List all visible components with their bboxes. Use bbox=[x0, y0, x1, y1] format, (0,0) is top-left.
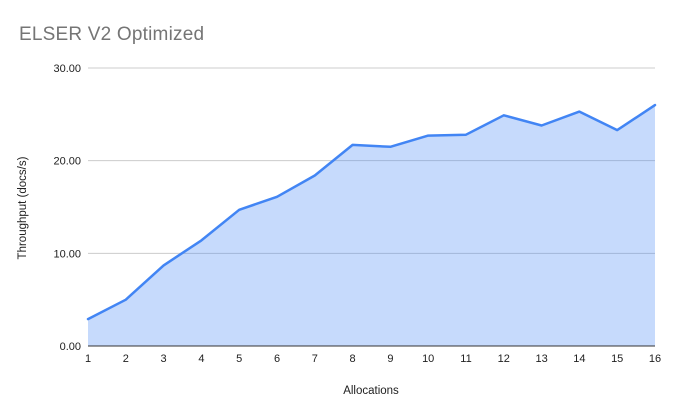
y-tick-label: 30.00 bbox=[53, 63, 81, 75]
x-tick-label: 16 bbox=[649, 353, 661, 365]
x-tick-label: 5 bbox=[236, 353, 242, 365]
x-tick-label: 9 bbox=[387, 353, 393, 365]
series-fill bbox=[88, 105, 655, 346]
chart-title: ELSER V2 Optimized bbox=[19, 24, 205, 45]
x-axis-title: Allocations bbox=[343, 385, 399, 397]
x-tick-label: 8 bbox=[350, 353, 356, 365]
series-area bbox=[86, 103, 657, 346]
x-tick-label: 7 bbox=[312, 353, 318, 365]
x-tick-label: 4 bbox=[198, 353, 204, 365]
x-tick-label: 11 bbox=[460, 353, 471, 365]
x-tick-label: 1 bbox=[85, 353, 91, 365]
x-tick-label: 12 bbox=[498, 353, 510, 365]
series-line bbox=[86, 103, 657, 321]
x-tick-label: 10 bbox=[422, 353, 434, 365]
y-axis-title: Throughput (docs/s) bbox=[17, 156, 29, 259]
x-tick-label: 13 bbox=[535, 353, 547, 365]
y-tick-label: 0.00 bbox=[60, 341, 81, 353]
x-tick-label: 3 bbox=[161, 353, 167, 365]
x-tick-label: 2 bbox=[123, 353, 129, 365]
y-axis-tick-labels: 0.00 10.00 20.00 30.00 bbox=[53, 63, 81, 353]
x-tick-label: 14 bbox=[573, 353, 585, 365]
x-tick-label: 6 bbox=[274, 353, 280, 365]
x-axis-tick-labels: 1 2 3 4 5 6 7 8 9 10 11 12 13 14 15 16 bbox=[85, 353, 661, 365]
y-tick-label: 10.00 bbox=[53, 248, 81, 260]
y-tick-label: 20.00 bbox=[53, 156, 81, 168]
x-tick-label: 15 bbox=[611, 353, 623, 365]
